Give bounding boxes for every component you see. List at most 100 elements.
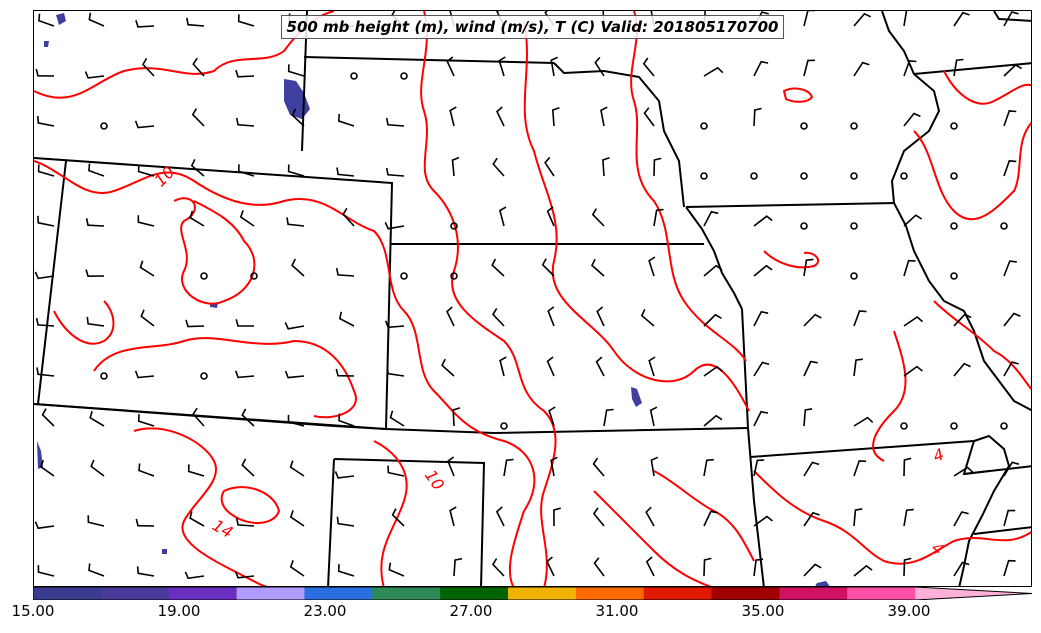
colorbar-bin <box>304 587 373 600</box>
shade-patch <box>631 387 642 407</box>
wind-barb <box>953 58 964 77</box>
wind-barb <box>645 506 655 527</box>
wind-barb <box>953 466 974 477</box>
wind-barb <box>803 511 820 527</box>
wind-barb <box>903 508 914 527</box>
boundary-line <box>741 308 765 586</box>
wind-barb <box>596 306 605 327</box>
wind-barb <box>391 508 405 527</box>
wind-barb <box>953 313 972 327</box>
wind-barb <box>550 56 559 77</box>
calm-wind-circle <box>850 272 858 280</box>
wind-barb <box>551 106 560 127</box>
wind-barb <box>953 11 970 27</box>
wind-barb <box>88 563 105 577</box>
wind-barb <box>336 167 355 177</box>
contour-line <box>943 70 1031 105</box>
wind-barb <box>541 258 555 277</box>
contour-line <box>220 486 281 524</box>
wind-barb <box>753 410 769 427</box>
colorbar-tick-label: 15.00 <box>11 602 55 620</box>
wind-barb <box>453 557 463 577</box>
wind-barb <box>496 106 505 127</box>
wind-barb <box>441 358 455 377</box>
wind-barb <box>592 507 605 527</box>
wind-barb <box>191 108 205 127</box>
calm-wind-circle <box>950 222 958 230</box>
wind-barb <box>38 13 55 27</box>
colorbar-bin <box>168 587 238 600</box>
calm-wind-circle <box>500 422 508 430</box>
wind-barb <box>903 11 908 27</box>
wind-barb <box>553 507 561 527</box>
wind-barb <box>142 57 155 77</box>
calm-wind-circle <box>400 272 408 280</box>
boundary-line <box>685 206 743 310</box>
calm-wind-circle <box>950 272 958 280</box>
contour-line <box>653 470 755 562</box>
wind-barb <box>753 264 773 277</box>
wind-barb <box>291 258 305 277</box>
wind-barb <box>388 562 405 577</box>
boundary-line <box>881 11 1031 412</box>
shade-patch <box>162 549 167 554</box>
calm-wind-circle <box>100 372 108 380</box>
colorbar-bin <box>711 587 780 600</box>
wind-barb <box>649 406 658 427</box>
colorbar-bin <box>643 587 713 600</box>
wind-barb <box>186 17 205 27</box>
wind-barb <box>34 521 55 530</box>
wind-barb <box>85 218 105 227</box>
wind-barb <box>903 112 921 127</box>
calm-wind-circle <box>850 122 858 130</box>
wind-barb <box>335 368 355 377</box>
calm-wind-circle <box>900 422 908 430</box>
colorbar-svg <box>33 587 1032 600</box>
wind-barb <box>703 557 712 577</box>
wind-barb <box>703 365 723 377</box>
wind-barb <box>550 456 558 477</box>
wind-barb <box>547 306 555 327</box>
wind-barbs <box>34 11 1023 580</box>
calm-wind-circle <box>200 272 208 280</box>
colorbar-bin <box>33 587 102 600</box>
wind-barb <box>498 206 507 227</box>
wind-barb <box>34 271 55 280</box>
wind-barb <box>36 367 55 377</box>
wind-barb <box>192 407 205 427</box>
wind-barb <box>803 59 815 77</box>
calm-wind-circle <box>450 272 458 280</box>
wind-barb <box>645 556 655 577</box>
boundary-line <box>34 157 394 431</box>
shade-patch <box>37 441 43 469</box>
contour-line <box>53 300 115 345</box>
wind-barb <box>753 107 762 127</box>
wind-barb <box>385 117 405 127</box>
calm-wind-circle <box>900 172 908 180</box>
wind-barb <box>452 407 461 427</box>
wind-barb <box>903 259 916 277</box>
colorbar-tick-label: 23.00 <box>303 602 347 620</box>
shade-patch <box>56 13 66 25</box>
wind-barb <box>650 456 659 477</box>
wind-barb <box>803 360 818 377</box>
wind-barb <box>137 414 155 427</box>
calm-wind-circle <box>700 122 708 130</box>
calm-wind-circle <box>1000 422 1008 430</box>
wind-barb <box>235 319 254 327</box>
wind-barb <box>287 164 305 177</box>
wind-barb <box>853 61 870 77</box>
wind-barb <box>595 356 605 377</box>
wind-barb <box>544 156 555 177</box>
wind-barb <box>137 164 155 177</box>
wind-barb <box>241 458 255 477</box>
wind-barb <box>337 113 355 127</box>
calm-wind-circle <box>950 422 958 430</box>
wind-barb <box>853 460 867 477</box>
wind-barb <box>336 516 355 527</box>
wind-barb <box>134 120 155 129</box>
wind-barb <box>591 208 605 227</box>
calm-wind-circle <box>800 122 808 130</box>
contour-line <box>872 330 907 462</box>
wind-barb <box>903 214 923 227</box>
